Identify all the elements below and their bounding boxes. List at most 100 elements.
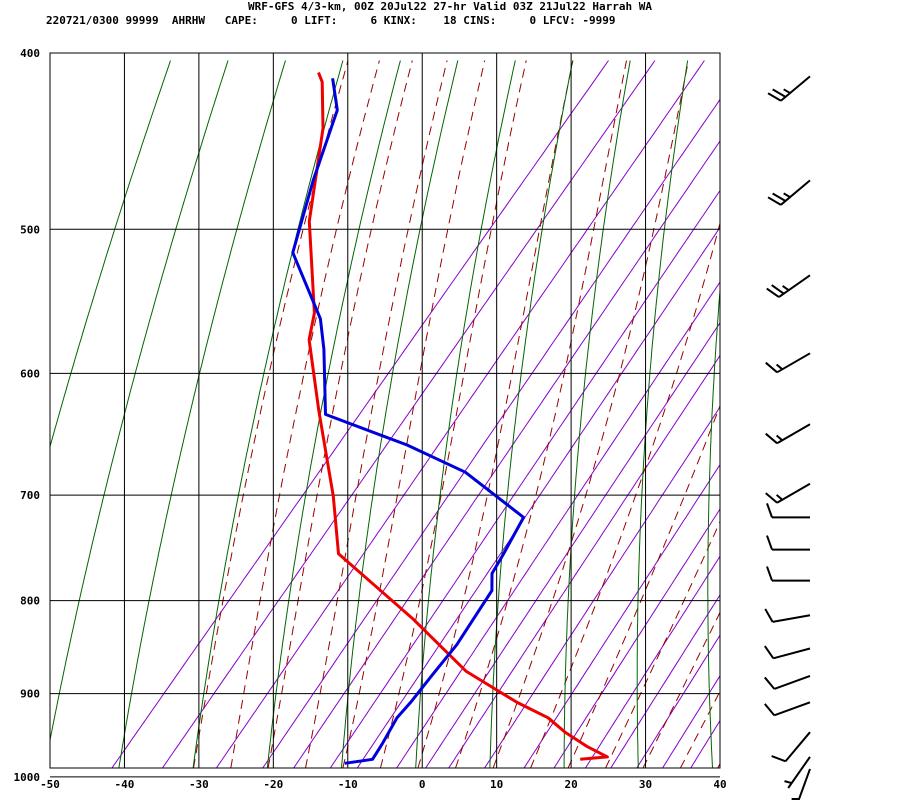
barb-staff <box>778 274 811 298</box>
y-tick-label: 600 <box>20 367 40 380</box>
barb-feather <box>764 703 776 716</box>
barb-staff <box>776 482 811 504</box>
barb-feather <box>767 92 782 102</box>
barb-staff <box>776 423 811 445</box>
mixing-ratio-line <box>662 674 720 768</box>
moist-adiabat-line <box>267 60 413 768</box>
mixing-ratio-line <box>584 555 720 768</box>
barb-half-feather <box>782 285 790 292</box>
wind-barb <box>766 566 810 582</box>
y-tick-label: 400 <box>20 47 40 60</box>
moist-adiabat-line <box>605 520 720 768</box>
mixing-ratio-line <box>111 60 609 768</box>
dry-adiabat-line <box>415 60 516 768</box>
chart-title: WRF-GFS 4/3-km, 00Z 20Jul22 27-hr Valid … <box>248 0 652 13</box>
moist-adiabat-line <box>193 60 349 768</box>
mixing-ratio-lines <box>111 60 720 768</box>
barb-staff <box>784 731 811 762</box>
wind-barb <box>764 608 811 623</box>
mixing-ratio-line <box>484 406 720 768</box>
barb-feather <box>772 192 786 202</box>
barb-staff <box>787 756 811 789</box>
barb-staff <box>773 674 811 690</box>
wind-barb <box>791 768 811 800</box>
moist-adiabat-line <box>530 221 720 768</box>
x-tick-label: 0 <box>419 778 426 791</box>
wind-barb <box>767 179 811 206</box>
wind-barb <box>764 645 811 660</box>
moist-adiabat-line <box>755 61 900 769</box>
dry-adiabat-line <box>707 284 720 768</box>
wind-barb <box>771 731 811 763</box>
barb-staff <box>776 352 811 374</box>
barb-half-feather <box>775 434 783 442</box>
dry-adiabat-line <box>563 60 631 768</box>
mixing-ratio-line <box>690 719 720 768</box>
barb-feather <box>765 432 778 445</box>
barb-feather <box>771 284 785 295</box>
barb-feather <box>772 88 786 98</box>
dry-adiabat-line <box>776 61 802 769</box>
dry-adiabat-line <box>266 60 401 768</box>
sounding-stats: 220721/0300 99999 AHRHW CAPE: 0 LIFT: 6 … <box>46 14 616 27</box>
moist-adiabat-line <box>642 611 720 768</box>
x-tick-label: 10 <box>490 778 503 791</box>
x-tick-label: -10 <box>338 778 358 791</box>
x-tick-label: 30 <box>639 778 652 791</box>
barb-feather <box>765 361 778 374</box>
axis-ticks: 400 500 600 700 800 900 1000-50 -40 -30 -20 -10 0 10… <box>14 47 727 791</box>
barb-staff <box>773 701 811 717</box>
barb-feather <box>764 645 775 659</box>
mixing-ratio-line <box>329 189 720 768</box>
moist-adiabat-line <box>342 60 486 768</box>
barb-feather <box>771 755 786 763</box>
wind-barb <box>764 674 811 690</box>
moist-adiabat-line <box>567 404 720 768</box>
dry-adiabat-line <box>341 60 459 768</box>
barb-feather <box>765 492 778 504</box>
y-tick-label: 500 <box>20 223 40 236</box>
dry-adiabat-line <box>50 60 229 743</box>
moist-adiabat-line <box>230 60 380 768</box>
mixing-ratio-line <box>523 463 720 768</box>
temperature-profile <box>307 71 609 761</box>
barb-half-feather <box>775 363 783 371</box>
wind-barb <box>766 274 811 298</box>
moist-adiabat-line <box>492 60 689 768</box>
x-tick-label: -50 <box>40 778 60 791</box>
barb-staff <box>780 75 811 102</box>
barb-staff <box>772 614 811 623</box>
moist-adiabat-line <box>379 60 527 768</box>
dry-adiabat-line <box>50 60 171 449</box>
y-tick-label: 800 <box>20 595 40 608</box>
x-tick-label: 40 <box>713 778 726 791</box>
moist-adiabats <box>193 60 900 769</box>
moist-adiabat-line <box>717 762 720 768</box>
mixing-ratio-line <box>425 321 720 768</box>
mixing-ratio-line <box>396 281 720 768</box>
wind-barb <box>765 482 811 504</box>
barb-half-feather <box>783 88 791 94</box>
mixing-ratio-line <box>636 634 720 768</box>
x-tick-label: -40 <box>115 778 135 791</box>
wind-barb <box>766 503 810 519</box>
dewpoint-profile <box>291 78 526 765</box>
barb-feather <box>767 196 782 206</box>
barb-feather <box>766 503 773 518</box>
dry-adiabat-line <box>118 60 286 768</box>
y-tick-label: 900 <box>20 688 40 701</box>
x-tick-label: 20 <box>564 778 577 791</box>
wind-barbs <box>764 75 811 800</box>
mixing-ratio-line <box>356 226 720 768</box>
mixing-ratio-line <box>553 508 720 768</box>
wind-barb <box>765 423 811 445</box>
wind-barb <box>767 75 811 102</box>
barb-staff <box>780 179 811 206</box>
moist-adiabat-line <box>679 690 720 768</box>
dry-adiabat-line <box>843 61 861 769</box>
mixing-ratio-line <box>610 594 720 768</box>
dry-adiabats <box>50 60 861 769</box>
barb-feather <box>766 535 773 550</box>
dry-adiabat-line <box>636 60 689 768</box>
